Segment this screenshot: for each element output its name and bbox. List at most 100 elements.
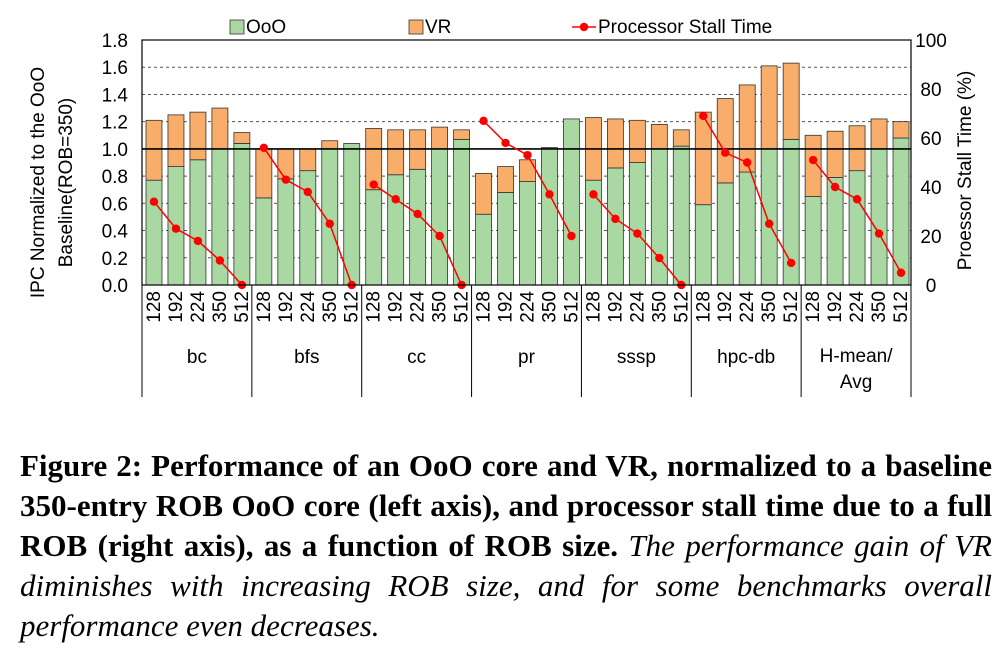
bar-ooo (189, 159, 207, 286)
legend: OoO VR Processor Stall Time (229, 17, 772, 38)
bar-ooo (694, 204, 712, 286)
benchmark-group (585, 117, 690, 286)
y-right-tick-label: 40 (920, 178, 941, 199)
legend-swatch (408, 19, 424, 35)
bar-vr (365, 128, 383, 191)
legend-item: OoO (229, 17, 286, 38)
x-tick-label: 224 (518, 291, 539, 323)
bar-ooo (848, 170, 866, 286)
group-label: Avg (840, 372, 872, 393)
stall-point (655, 253, 664, 263)
group-label: cc (407, 347, 426, 368)
stall-point (589, 190, 598, 199)
x-tick-label: 350 (649, 291, 670, 323)
bar-ooo (255, 197, 273, 286)
y-right-tick-label: 0 (926, 276, 937, 297)
group-label: sssp (617, 347, 656, 368)
stall-point (721, 148, 730, 157)
y-left-axis-title-line: Baseline(ROB=350) (56, 98, 77, 268)
bar-vr (387, 129, 405, 176)
y-left-tick-label: 1.4 (102, 85, 129, 106)
bar-vr (826, 130, 844, 178)
x-tick-label: 128 (144, 291, 165, 323)
x-tick-label: 512 (671, 291, 692, 323)
benchmark-group (255, 140, 361, 286)
group-label: hpc-db (717, 347, 775, 368)
bar-vr (233, 132, 251, 144)
bar-ooo (870, 148, 888, 286)
bar-ooo (453, 138, 470, 286)
group-label: bfs (294, 347, 319, 368)
stall-point (413, 209, 422, 219)
bar-ooo (365, 189, 383, 286)
stall-point (764, 219, 774, 228)
bar-vr (760, 65, 778, 150)
x-tick-label: 224 (408, 291, 429, 323)
bar-vr (782, 62, 800, 140)
y-left-tick-label: 0.6 (102, 194, 128, 215)
stall-point (149, 197, 159, 206)
y-right-tick-label: 100 (915, 31, 947, 52)
x-tick-label: 512 (891, 291, 912, 323)
bar-ooo (804, 196, 822, 286)
stall-point (743, 158, 752, 167)
x-tick-label: 512 (781, 291, 802, 323)
benchmark-group (694, 62, 800, 286)
legend-item: VR (408, 17, 451, 38)
x-tick-label: 350 (320, 291, 341, 323)
stall-point (633, 229, 642, 238)
legend-swatch (229, 19, 245, 35)
x-tick-label: 128 (254, 291, 275, 323)
y-left-tick-label: 1.6 (102, 58, 128, 79)
x-tick-label: 192 (825, 291, 846, 323)
x-tick-label: 128 (583, 291, 604, 323)
x-tick-label: 224 (627, 291, 648, 323)
x-tick-label: 512 (232, 291, 253, 323)
bar-vr (716, 98, 734, 184)
x-tick-label: 350 (539, 291, 560, 323)
bar-vr (606, 118, 624, 169)
x-tick-label: 128 (693, 291, 714, 323)
plot-area: 0.0 0.2 0.4 0.6 0.8 1.0 1.2 1.4 1.6 1.8 0 20 40 60 80 1… (28, 31, 976, 397)
legend-label: Processor Stall Time (598, 17, 772, 38)
y-left-axis-title-line: IPC Normalized to the OoO (28, 67, 49, 298)
bar-ooo (343, 143, 361, 286)
x-tick-label: 512 (452, 291, 473, 323)
bar-vr (628, 119, 646, 163)
bar-vr (431, 126, 449, 150)
bar-ooo (826, 177, 844, 286)
bar-ooo (475, 213, 492, 286)
bar-ooo (563, 118, 580, 286)
stall-point (479, 116, 488, 126)
x-tick-label: 192 (166, 291, 187, 323)
caption-italic: The performance gain of VR diminishes wi… (20, 528, 992, 643)
x-tick-label: 350 (869, 291, 890, 323)
stall-point (501, 138, 510, 148)
stall-point (325, 219, 334, 228)
y-left-tick-label: 1.8 (102, 31, 128, 52)
y-left-axis-title: IPC Normalized to the OoO Baseline(ROB=35… (28, 67, 77, 298)
stall-point (611, 214, 620, 224)
bar-ooo (145, 179, 163, 286)
bar-vr (453, 129, 470, 140)
legend-label: VR (425, 17, 451, 38)
stall-point (391, 195, 400, 204)
x-tick-label: 224 (188, 291, 209, 323)
plot-border (141, 39, 912, 286)
y-right-tick-label: 60 (920, 129, 941, 150)
bar-vr (519, 159, 536, 182)
x-tick-label: 512 (342, 291, 363, 323)
x-tick-label: 224 (847, 291, 868, 323)
group-label: H-mean/ (820, 346, 894, 367)
bar-vr (321, 140, 339, 150)
stall-point (193, 236, 203, 246)
stall-point (523, 150, 532, 160)
bar-ooo (233, 143, 251, 286)
caption-bold: Figure 2: Performance of an OoO core and… (20, 448, 992, 563)
stall-point (808, 155, 818, 165)
bar-ooo (738, 171, 756, 286)
bar-vr (277, 148, 295, 180)
bar-vr (299, 148, 317, 172)
bar-vr (475, 172, 492, 215)
bar-vr (497, 166, 514, 193)
